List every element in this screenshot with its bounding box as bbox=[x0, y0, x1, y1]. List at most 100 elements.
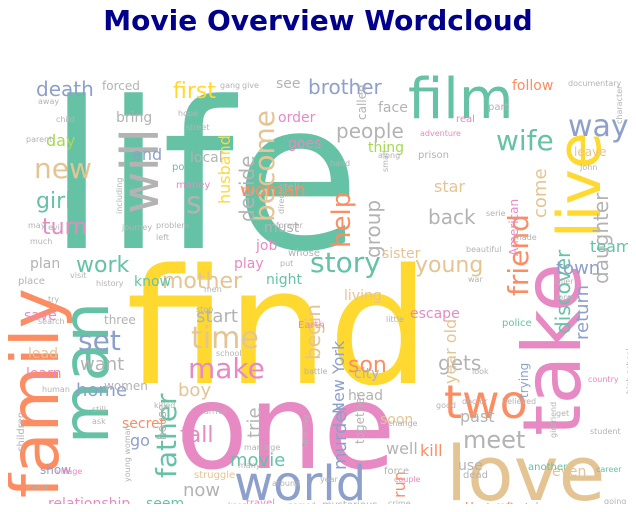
word-kill: kill bbox=[420, 441, 443, 460]
word-life: life bbox=[48, 59, 360, 297]
word-called: called bbox=[355, 84, 369, 120]
word-back: back bbox=[428, 205, 476, 229]
word-now: now bbox=[183, 480, 220, 501]
word-young: young bbox=[415, 253, 483, 278]
word-three: three bbox=[104, 313, 136, 327]
word-follow: follow bbox=[512, 78, 553, 94]
word-s: s bbox=[186, 186, 202, 221]
word-return: return bbox=[572, 285, 593, 340]
word-little: little bbox=[386, 315, 404, 324]
word-group: group bbox=[361, 200, 385, 258]
word-thing: thing bbox=[368, 140, 404, 156]
word-hand: hand bbox=[330, 159, 350, 168]
word-crime: crime bbox=[388, 499, 411, 504]
word-play: play bbox=[234, 256, 264, 272]
word-parent: parent bbox=[26, 135, 52, 144]
word-way: way bbox=[568, 109, 628, 144]
word-will: will bbox=[111, 128, 171, 214]
word-adventure: adventure bbox=[420, 129, 461, 138]
word-work: work bbox=[76, 253, 129, 278]
word-day: day bbox=[46, 131, 75, 150]
word-john: John bbox=[579, 163, 597, 172]
word-around: around bbox=[272, 479, 300, 488]
word-head: head bbox=[348, 388, 383, 404]
word-girlfriend: girlfriend bbox=[549, 402, 558, 438]
word-away: away bbox=[38, 97, 59, 106]
word-earth: Earth bbox=[298, 320, 325, 331]
word-change: change bbox=[388, 419, 418, 428]
word-doctor: doctor bbox=[462, 397, 488, 406]
word-wife: wife bbox=[496, 124, 554, 157]
word-men: men bbox=[204, 285, 222, 294]
word-good: good bbox=[436, 401, 456, 410]
word-save: save bbox=[24, 308, 57, 324]
word-want: want bbox=[80, 354, 124, 375]
word-sister: sister bbox=[382, 246, 421, 262]
word-film: film bbox=[408, 67, 513, 132]
word-love: love bbox=[446, 429, 605, 504]
word-together: together bbox=[353, 392, 367, 444]
word-husband: husband bbox=[215, 135, 234, 204]
word-bring: bring bbox=[116, 110, 152, 126]
word-one: one bbox=[176, 358, 396, 496]
word-student: student bbox=[590, 427, 621, 436]
word-power: power bbox=[172, 162, 204, 173]
word-run: run bbox=[390, 471, 409, 498]
word-trie: trie bbox=[244, 407, 265, 438]
word-believed: believed bbox=[502, 397, 536, 406]
word-night: night bbox=[266, 272, 303, 288]
word-one-day: One day bbox=[301, 414, 310, 448]
word-much: much bbox=[30, 237, 52, 246]
word-arrive: arrive bbox=[204, 407, 227, 416]
word-prison: prison bbox=[418, 150, 449, 161]
word-killer: killer bbox=[554, 277, 574, 286]
word-country: country bbox=[588, 375, 619, 384]
word-escape: escape bbox=[410, 306, 460, 322]
word-fall: fall bbox=[180, 423, 213, 448]
word-secret: secret bbox=[122, 416, 166, 432]
word-turn: turn bbox=[42, 215, 87, 240]
word-may: may bbox=[28, 221, 46, 230]
word-even: even bbox=[552, 464, 586, 480]
word-live: live bbox=[545, 132, 615, 238]
word-end: end bbox=[132, 145, 162, 164]
word-local: local bbox=[190, 150, 223, 166]
word-beautiful: beautiful bbox=[466, 245, 501, 254]
word-murder: murder bbox=[330, 403, 351, 470]
word-small: small bbox=[381, 151, 390, 172]
word-team: team bbox=[590, 237, 628, 256]
word-real: real bbox=[456, 114, 475, 125]
word-leave: leave bbox=[574, 145, 607, 159]
word-marriage: marriage bbox=[244, 443, 280, 452]
word-journey: journey bbox=[121, 223, 152, 232]
word-brother: brother bbox=[308, 75, 383, 99]
word-begin: begin bbox=[301, 304, 325, 360]
word-past: past bbox=[460, 407, 495, 426]
word-high-school: high school bbox=[625, 348, 628, 394]
word-try: try bbox=[48, 295, 59, 304]
word-school: school bbox=[216, 349, 242, 358]
word-event: event bbox=[26, 483, 49, 492]
word-child: child bbox=[56, 115, 75, 124]
word-hope: hope bbox=[178, 109, 198, 118]
word-along: along bbox=[378, 151, 400, 160]
word-city: city bbox=[354, 366, 379, 382]
word-attempt: attempt bbox=[456, 500, 513, 504]
word-dream: dream bbox=[530, 501, 575, 504]
word-including: including bbox=[115, 178, 124, 214]
word-town: town bbox=[556, 258, 600, 279]
word-job: job bbox=[255, 238, 277, 254]
word-father: father bbox=[150, 393, 183, 478]
word-new-york: New York bbox=[329, 340, 348, 414]
word-help: help bbox=[327, 192, 357, 248]
word-get: get bbox=[556, 409, 569, 418]
word-meet: meet bbox=[463, 426, 525, 454]
word-learn: learn bbox=[26, 366, 61, 382]
word-children: children bbox=[16, 412, 27, 452]
word-still: still bbox=[92, 405, 106, 414]
word-character: character bbox=[615, 85, 624, 124]
word-part: part bbox=[488, 102, 509, 113]
word-family: family bbox=[8, 288, 75, 498]
word-village: village bbox=[56, 467, 82, 476]
word-make: make bbox=[188, 352, 265, 385]
